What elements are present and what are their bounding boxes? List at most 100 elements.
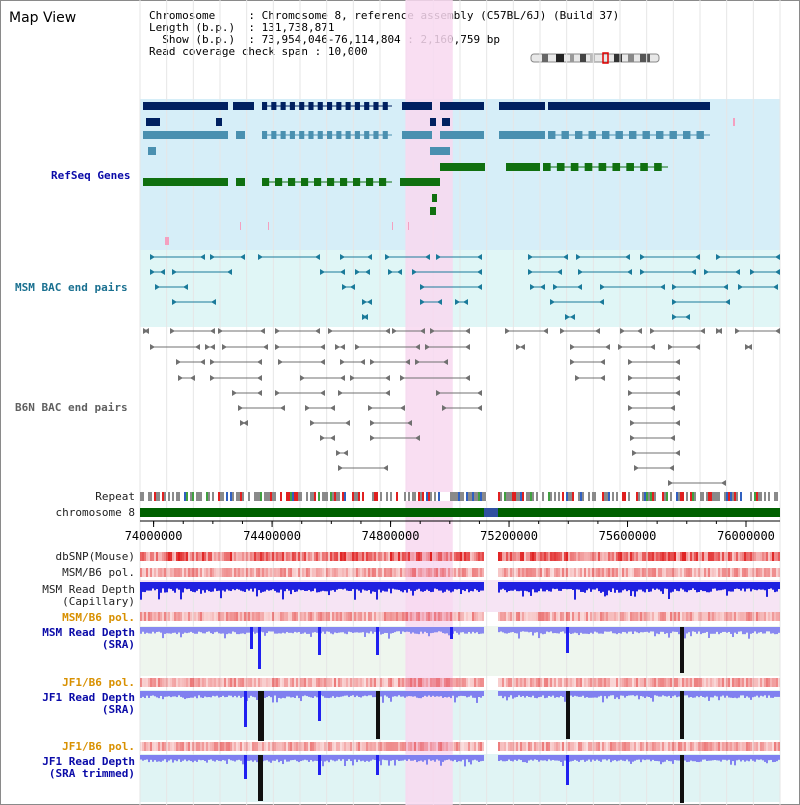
jf1-trim-depth-bar	[458, 755, 460, 762]
dbsnp-cell	[200, 552, 202, 561]
jf1-trim-depth-bar	[224, 755, 226, 761]
repeat-block	[228, 492, 230, 501]
msm-b6-pol2-cell	[196, 612, 198, 621]
gene-green-exon	[570, 163, 579, 171]
capillary-depth-bar	[742, 582, 744, 589]
capillary-depth-bar	[650, 582, 652, 592]
msm-b6-pol2-cell	[656, 612, 658, 621]
gene-green-exon	[353, 178, 361, 186]
capillary-depth-bar	[660, 582, 662, 592]
msm-b6-pol2-cell	[742, 612, 744, 621]
jf1-b6-pol-cell	[686, 678, 688, 687]
label-refseq-genes[interactable]: RefSeq Genes	[51, 169, 131, 182]
gene-steel-exon	[271, 131, 277, 139]
jf1-trim-depth-bar	[642, 755, 644, 760]
repeat-block	[658, 492, 660, 501]
jf1-b6-pol-cell	[258, 678, 260, 687]
jf1-trim-depth-bar	[588, 755, 590, 760]
jf1-trim-depth-bar	[186, 755, 188, 762]
msm-b6-pol-cell	[200, 568, 202, 577]
jf1-sra-depth-bar	[350, 691, 352, 696]
jf1-b6-pol-cell	[146, 678, 148, 687]
dbsnp-cell	[244, 552, 246, 561]
jf1-b6-pol-cell	[274, 678, 276, 687]
capillary-depth-bar	[422, 582, 424, 592]
msm-sra-depth-bar	[204, 627, 206, 634]
chromosome-ideogram[interactable]	[530, 52, 662, 64]
jf1-b6-pol2-cell	[250, 742, 252, 751]
dbsnp-cell	[270, 552, 272, 561]
dbsnp-cell	[400, 552, 402, 561]
jf1-sra-depth-bar	[152, 691, 154, 696]
jf1-b6-pol-cell	[178, 678, 180, 687]
jf1-b6-pol-cell	[352, 678, 354, 687]
gene-green-exon	[430, 207, 436, 215]
msm-b6-pol-cell	[730, 568, 732, 577]
msm-b6-pol2-cell	[312, 612, 314, 621]
capillary-depth-bar	[688, 582, 690, 591]
dbsnp-cell	[520, 552, 522, 561]
msm-b6-pol-cell	[538, 568, 540, 577]
repeat-block	[466, 492, 468, 501]
jf1-b6-pol2-cell	[402, 742, 404, 751]
label-b6n-bac[interactable]: B6N BAC end pairs	[15, 401, 128, 414]
capillary-depth-bar	[556, 582, 558, 589]
jf1-b6-pol2-cell	[176, 742, 178, 751]
msm-b6-pol2-cell	[210, 612, 212, 621]
msm-b6-pol-cell	[368, 568, 370, 577]
jf1-b6-pol-cell	[776, 678, 778, 687]
dbsnp-cell	[150, 552, 152, 561]
msm-sra-depth-bar	[340, 627, 342, 633]
dbsnp-cell	[422, 552, 424, 561]
jf1-b6-pol2-cell	[560, 742, 562, 751]
jf1-sra-depth-bar	[482, 691, 484, 697]
jf1-sra-depth-bar	[280, 691, 282, 699]
msm-b6-pol2-cell	[520, 612, 522, 621]
jf1-sra-depth-bar	[294, 691, 296, 698]
capillary-depth-bar	[622, 582, 624, 591]
jf1-sra-depth-bar	[664, 691, 666, 697]
jf1-trim-depth-bar	[538, 755, 540, 762]
msm-b6-pol-cell	[694, 568, 696, 577]
msm-sra-depth-bar	[334, 627, 336, 633]
msm-sra-depth-bar	[328, 627, 330, 632]
msm-b6-pol-cell	[754, 568, 756, 577]
msm-b6-pol2-cell	[166, 612, 168, 621]
jf1-trim-depth-bar	[228, 755, 230, 760]
jf1-b6-pol2-cell	[374, 742, 376, 751]
msm-sra-depth-bar	[556, 627, 558, 634]
jf1-b6-pol2-cell	[586, 742, 588, 751]
msm-b6-pol-cell	[442, 568, 444, 577]
msm-b6-pol2-cell	[330, 612, 332, 621]
jf1-sra-depth-bar	[670, 691, 672, 699]
capillary-depth-bar	[200, 582, 202, 594]
msm-sra-depth-bar	[754, 627, 756, 632]
msm-b6-pol-cell	[444, 568, 446, 577]
msm-sra-depth-bar	[676, 627, 678, 632]
label-msm-bac[interactable]: MSM BAC end pairs	[15, 281, 128, 294]
gene-navy-exon	[548, 102, 710, 110]
msm-b6-pol-cell	[424, 568, 426, 577]
jf1-sra-depth-bar	[606, 691, 608, 699]
b6n-bac-end	[630, 420, 635, 426]
msm-b6-pol-cell	[478, 568, 480, 577]
capillary-depth-bar	[590, 582, 592, 592]
msm-b6-pol2-cell	[456, 612, 458, 621]
capillary-depth-bar	[678, 582, 680, 592]
jf1-sra-depth-bar	[170, 691, 172, 698]
jf1-b6-pol2-cell	[676, 742, 678, 751]
msm-b6-pol2-cell	[400, 612, 402, 621]
repeat-block	[510, 492, 512, 501]
msm-b6-pol-cell	[450, 568, 452, 577]
gene-steel-exon	[299, 131, 305, 139]
b6n-bac-end	[415, 344, 420, 350]
msm-b6-pol-cell	[512, 568, 514, 577]
msm-sra-depth-bar	[350, 627, 352, 633]
repeat-block	[154, 492, 156, 501]
b6n-bac-end	[675, 390, 680, 396]
jf1-trim-depth-bar	[178, 755, 180, 760]
jf1-sra-depth-bar	[766, 691, 768, 698]
jf1-sra-depth-bar	[252, 691, 254, 697]
capillary-depth-bar	[666, 582, 668, 589]
